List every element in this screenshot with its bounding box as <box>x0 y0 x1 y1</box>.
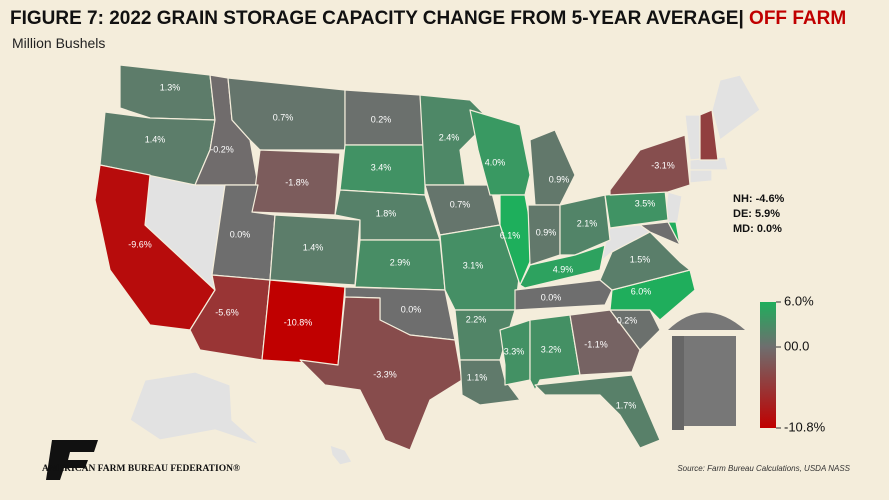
state <box>609 134 691 196</box>
organization: AMERICAN FARM BUREAU FEDERATION® <box>42 463 240 474</box>
value-label: 1.1% <box>467 372 488 382</box>
state <box>534 374 661 449</box>
state <box>499 194 536 286</box>
value-label: -10.8% <box>284 317 313 327</box>
state <box>299 296 463 451</box>
value-label: 6.0% <box>631 286 652 296</box>
title-main: FIGURE 7: 2022 GRAIN STORAGE CAPACITY CH… <box>10 8 744 29</box>
value-label: 0.0% <box>401 304 422 314</box>
value-label: 1.7% <box>616 400 637 410</box>
no-data-state <box>711 74 761 141</box>
value-label: 3.3% <box>504 346 525 356</box>
state <box>519 244 606 289</box>
logo-mark <box>46 440 98 480</box>
value-label: 1.8% <box>376 208 397 218</box>
title: FIGURE 7: 2022 GRAIN STORAGE CAPACITY CH… <box>10 8 846 29</box>
value-label: 2.9% <box>390 257 411 267</box>
value-label: 4.9% <box>553 264 574 274</box>
labels: 1.3% 1.4% -9.6% -0.2% 0.7% -1.8% 0.0% -5.6% 1.4%… <box>128 82 675 410</box>
value-label: 6.1% <box>500 230 521 240</box>
state <box>459 359 521 406</box>
value-label: 3.5% <box>635 198 656 208</box>
value-label: -3.3% <box>373 369 397 379</box>
value-label: 0.0% <box>541 292 562 302</box>
value-label: 2.1% <box>577 218 598 228</box>
value-label: -3.1% <box>651 160 675 170</box>
value-label: 3.4% <box>371 162 392 172</box>
state <box>599 231 691 291</box>
silo-ladder <box>672 336 684 430</box>
value-label: 0.9% <box>536 227 557 237</box>
value-label: -9.6% <box>128 239 152 249</box>
value-label: 0.7% <box>450 199 471 209</box>
value-label: -0.2% <box>210 144 234 154</box>
value-label: -5.6% <box>215 307 239 317</box>
side-note: DE: 5.9% <box>733 208 780 220</box>
value-label: 4.0% <box>485 157 506 167</box>
value-label: 1.4% <box>303 242 324 252</box>
no-data-state <box>689 169 713 184</box>
value-label: 1.3% <box>160 82 181 92</box>
state <box>119 64 216 121</box>
value-label: 1.4% <box>145 134 166 144</box>
state <box>514 279 613 311</box>
legend-tick-label: -10.8% <box>784 419 826 434</box>
no-data-state <box>329 444 353 466</box>
title-highlight: OFF FARM <box>749 8 846 29</box>
silo-icon <box>668 312 745 430</box>
value-label: 3.2% <box>541 344 562 354</box>
source: Source: Farm Bureau Calculations, USDA N… <box>677 464 850 473</box>
state <box>559 194 611 256</box>
value-label: 0.0% <box>230 229 251 239</box>
value-label: 1.5% <box>630 254 651 264</box>
side-note: MD: 0.0% <box>733 223 782 235</box>
silo-roof <box>668 312 745 330</box>
value-label: 2.2% <box>466 314 487 324</box>
legend-tick-label: 00.0 <box>784 338 809 353</box>
subtitle: Million Bushels <box>12 35 105 51</box>
state <box>639 221 681 246</box>
value-label: 0.2% <box>371 114 392 124</box>
legend-bar <box>760 302 776 428</box>
logo: AMERICAN FARM BUREAU FEDERATION® <box>42 440 240 480</box>
value-label: 0.7% <box>273 112 294 122</box>
value-label: -1.1% <box>584 339 608 349</box>
value-label: -1.8% <box>285 177 309 187</box>
value-label: 0.9% <box>549 174 570 184</box>
states <box>94 64 761 466</box>
state <box>569 309 641 376</box>
side-note: NH: -4.6% <box>733 193 785 205</box>
state <box>699 109 719 161</box>
state <box>469 109 531 196</box>
value-label: 2.4% <box>439 132 460 142</box>
state <box>499 319 531 386</box>
no-data-state <box>129 371 261 446</box>
value-label: 0.2% <box>617 315 638 325</box>
silo-body <box>676 336 736 426</box>
value-label: 3.1% <box>463 260 484 270</box>
state <box>529 129 576 206</box>
side-notes: NH: -4.6% DE: 5.9% MD: 0.0% <box>733 193 785 235</box>
legend-tick-label: 6.0% <box>784 293 814 308</box>
legend: 6.0% 00.0 -10.8% <box>776 293 826 434</box>
state <box>604 189 669 229</box>
